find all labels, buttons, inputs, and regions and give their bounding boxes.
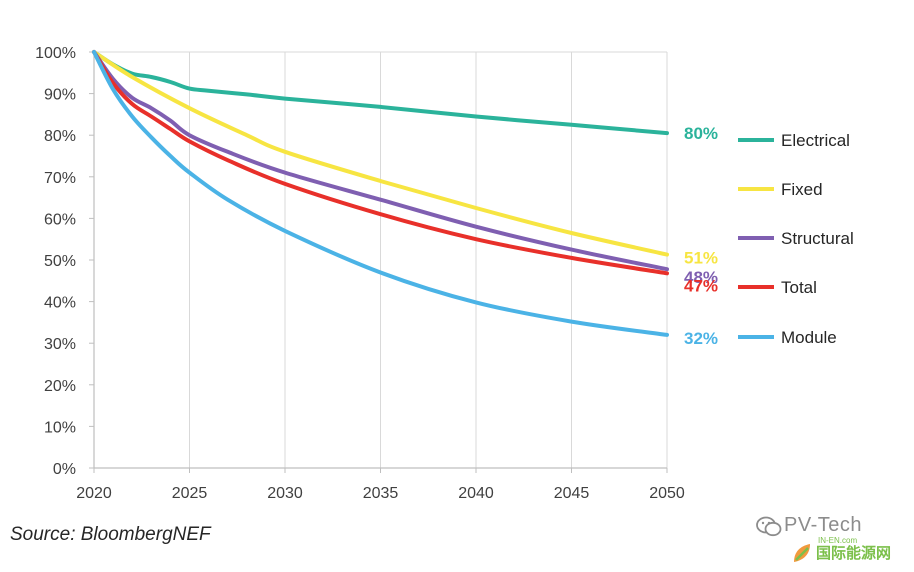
x-tick-label: 2030 bbox=[267, 485, 303, 502]
series-line-structural bbox=[92, 50, 669, 272]
y-tick-label: 0% bbox=[53, 461, 76, 478]
legend-item-structural: Structural bbox=[738, 229, 854, 248]
watermark-title: PV-Tech bbox=[784, 514, 862, 536]
legend-label-total: Total bbox=[781, 278, 817, 297]
legend-label-structural: Structural bbox=[781, 229, 854, 248]
y-tick-label: 70% bbox=[44, 170, 76, 187]
end-label-total: 47% bbox=[684, 276, 718, 295]
y-tick-label: 100% bbox=[35, 45, 76, 62]
y-tick-label: 90% bbox=[44, 87, 76, 104]
y-tick-label: 30% bbox=[44, 336, 76, 353]
wechat-icon bbox=[756, 516, 782, 537]
end-label-module: 32% bbox=[684, 329, 718, 348]
series-line-module bbox=[92, 50, 669, 337]
leaf-logo-icon bbox=[794, 544, 810, 562]
legend-label-fixed: Fixed bbox=[781, 180, 823, 199]
watermark-subtitle: 国际能源网 bbox=[816, 544, 892, 562]
x-tick-label: 2020 bbox=[76, 485, 112, 502]
pvtech-watermark: PV-Tech IN-EN.com 国际能源网 bbox=[756, 514, 914, 572]
legend-item-module: Module bbox=[738, 328, 837, 347]
x-tick-label: 2025 bbox=[172, 485, 208, 502]
y-tick-label: 50% bbox=[44, 253, 76, 270]
legend-label-module: Module bbox=[781, 328, 837, 347]
watermark-domain: IN-EN.com bbox=[818, 536, 858, 545]
y-tick-label: 80% bbox=[44, 128, 76, 145]
y-tick-label: 10% bbox=[44, 419, 76, 436]
end-label-electrical: 80% bbox=[684, 124, 718, 143]
end-label-structural: 48% bbox=[684, 268, 718, 287]
x-tick-label: 2035 bbox=[363, 485, 399, 502]
series-line-total bbox=[92, 50, 669, 276]
legend-item-fixed: Fixed bbox=[738, 180, 823, 199]
legend-item-total: Total bbox=[738, 278, 817, 297]
series-line-electrical bbox=[92, 50, 669, 136]
x-tick-label: 2050 bbox=[649, 485, 685, 502]
y-tick-label: 20% bbox=[44, 378, 76, 395]
series-line-fixed bbox=[92, 50, 669, 257]
end-label-fixed: 51% bbox=[684, 249, 718, 268]
legend-label-electrical: Electrical bbox=[781, 131, 850, 150]
chart-legend: Electrical Fixed Structural Total Module bbox=[738, 131, 854, 347]
y-tick-label: 60% bbox=[44, 211, 76, 228]
x-axis-ticks: 2020 2025 2030 2035 2040 2045 2050 bbox=[76, 468, 685, 502]
chart-grid bbox=[94, 51, 668, 468]
x-tick-label: 2045 bbox=[554, 485, 590, 502]
source-note: Source: BloombergNEF bbox=[10, 524, 211, 545]
x-tick-label: 2040 bbox=[458, 485, 494, 502]
y-axis-ticks: 0% 10% 20% 30% 40% 50% 60% 70% 80% 90% 100% bbox=[35, 45, 94, 478]
end-value-labels: 80% 51%48%47% 32% bbox=[684, 124, 718, 348]
y-tick-label: 40% bbox=[44, 295, 76, 312]
series-lines bbox=[92, 50, 669, 337]
legend-item-electrical: Electrical bbox=[738, 131, 850, 150]
